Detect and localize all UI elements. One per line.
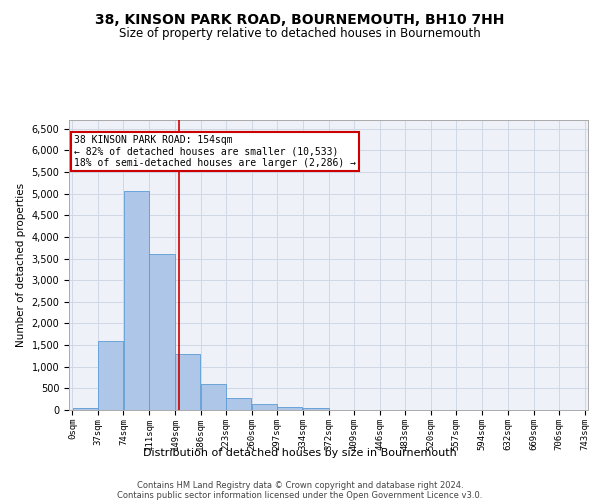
Bar <box>124 192 149 410</box>
Bar <box>175 354 200 410</box>
Text: 38 KINSON PARK ROAD: 154sqm
← 82% of detached houses are smaller (10,533)
18% of: 38 KINSON PARK ROAD: 154sqm ← 82% of det… <box>74 135 356 168</box>
Bar <box>201 384 226 410</box>
Bar <box>252 404 277 410</box>
Text: Distribution of detached houses by size in Bournemouth: Distribution of detached houses by size … <box>143 448 457 458</box>
Text: Contains public sector information licensed under the Open Government Licence v3: Contains public sector information licen… <box>118 491 482 500</box>
Bar <box>277 407 302 410</box>
Text: Size of property relative to detached houses in Bournemouth: Size of property relative to detached ho… <box>119 28 481 40</box>
Bar <box>226 398 251 410</box>
Bar <box>149 254 175 410</box>
Text: Contains HM Land Registry data © Crown copyright and database right 2024.: Contains HM Land Registry data © Crown c… <box>137 481 463 490</box>
Bar <box>73 408 98 410</box>
Bar <box>303 408 329 410</box>
Y-axis label: Number of detached properties: Number of detached properties <box>16 183 26 347</box>
Text: 38, KINSON PARK ROAD, BOURNEMOUTH, BH10 7HH: 38, KINSON PARK ROAD, BOURNEMOUTH, BH10 … <box>95 12 505 26</box>
Bar <box>98 340 123 410</box>
